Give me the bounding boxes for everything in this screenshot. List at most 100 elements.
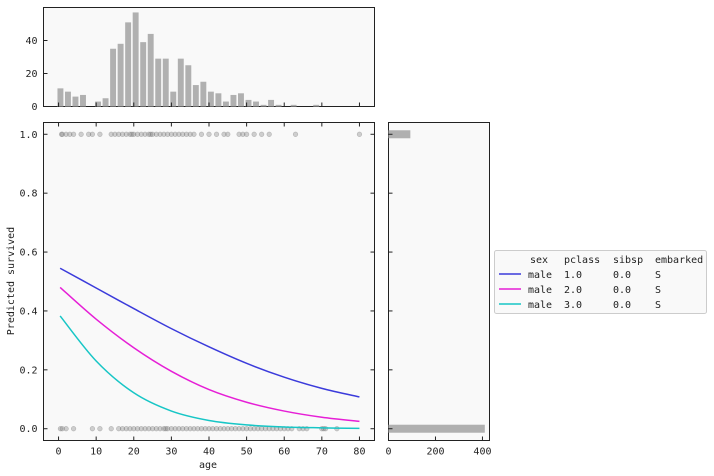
age-histogram-bar (215, 93, 222, 107)
x-tick-label: 10 (90, 447, 102, 458)
not-survived-point (172, 426, 178, 432)
right-x-tick-label: 0 (385, 447, 391, 458)
age-histogram-bar (222, 101, 229, 107)
x-tick-label: 60 (278, 447, 290, 458)
not-survived-point (195, 426, 201, 432)
age-histogram-bar (192, 85, 199, 107)
legend-row-3-embarked: S (655, 300, 661, 311)
not-survived-point (240, 426, 246, 432)
x-tick-label: 20 (128, 447, 140, 458)
age-histogram-bar (95, 101, 102, 107)
right-histogram: 0 200 400 (385, 122, 491, 458)
survived-point (149, 131, 156, 137)
legend-row-3-sibsp: 0.0 (613, 300, 631, 311)
main-y-ticks: 0.0 0.2 0.4 0.6 0.8 1.0 (19, 130, 375, 435)
survived-point (266, 131, 272, 137)
survived-point (244, 131, 250, 137)
survived-point (236, 131, 242, 137)
survived-point (168, 131, 174, 137)
survived-histogram-bar (388, 424, 485, 433)
age-histogram-bar (102, 98, 109, 107)
age-histogram-bar (238, 93, 244, 107)
not-survived-point (202, 426, 208, 432)
survived-point (206, 131, 212, 137)
survived-point (119, 131, 126, 137)
survived-point (180, 131, 186, 137)
age-histogram-bar (72, 96, 79, 107)
survived-point (127, 131, 133, 137)
survived-point (157, 131, 163, 137)
y-tick-label: 0.6 (19, 248, 37, 259)
not-survived-point (228, 426, 235, 432)
x-tick-label: 40 (203, 447, 215, 458)
age-histogram-bar (162, 58, 169, 107)
top-histogram-bars (57, 12, 320, 107)
legend-box (494, 250, 707, 314)
survived-point (59, 131, 65, 137)
not-survived-point (97, 426, 103, 432)
survived-point (183, 131, 190, 137)
legend-header-pclass: pclass (564, 255, 600, 266)
not-survived-point (89, 426, 95, 432)
survived-point (356, 131, 363, 137)
age-histogram-bar (125, 22, 132, 107)
survived-point (198, 131, 205, 137)
not-survived-point (323, 426, 329, 432)
survived-point (153, 131, 159, 137)
legend-row-1-sibsp: 0.0 (613, 270, 631, 281)
age-histogram-bar (155, 58, 162, 107)
not-survived-point (108, 426, 114, 432)
not-survived-point (213, 426, 220, 432)
survived-point (213, 131, 220, 137)
survived-point (86, 131, 92, 137)
not-survived-point (244, 426, 250, 432)
not-survived-point (134, 426, 141, 432)
x-tick-label: 0 (56, 447, 62, 458)
not-survived-point (163, 426, 169, 432)
age-histogram-bar (117, 43, 124, 107)
legend-row-1-sex: male (528, 270, 552, 281)
survived-point (116, 131, 122, 137)
not-survived-point (146, 426, 152, 432)
survived-point (63, 131, 69, 137)
main-plot-background (43, 122, 375, 441)
right-histogram-bars (388, 130, 485, 433)
legend: sex pclass sibsp embarked male 1.0 0.0 S… (494, 250, 707, 314)
survived-point (259, 131, 265, 137)
top-y-tick-label: 20 (25, 69, 37, 80)
legend-row-1-embarked: S (655, 270, 661, 281)
not-survived-point (206, 426, 212, 432)
not-survived-point (180, 426, 186, 432)
survived-point (165, 131, 171, 137)
survived-point (138, 131, 144, 137)
y-tick-label: 0.8 (19, 189, 37, 200)
age-histogram-bar (57, 88, 64, 107)
not-survived-point (116, 426, 122, 432)
survived-point (251, 131, 257, 137)
not-survived-point (161, 426, 167, 432)
survived-histogram-bar (388, 130, 411, 139)
not-survived-point (153, 426, 159, 432)
x-tick-label: 70 (316, 447, 328, 458)
survived-point (58, 131, 65, 137)
age-histogram-bar (140, 42, 147, 107)
not-survived-point (138, 426, 144, 432)
survived-point (187, 131, 193, 137)
prediction-line-class-2 (59, 286, 360, 423)
not-survived-point (236, 426, 242, 432)
not-survived-point (198, 426, 205, 432)
survived-point (131, 131, 137, 137)
survived-point (161, 131, 167, 137)
survived-point (221, 131, 227, 137)
not-survived-point (119, 426, 126, 432)
legend-row-3-sex: male (528, 300, 552, 311)
age-histogram-bar (313, 104, 320, 107)
survived-point (97, 131, 103, 137)
x-axis-label: age (199, 460, 217, 471)
not-survived-point (168, 426, 174, 432)
age-histogram-bar (177, 58, 184, 107)
y-axis-label: Predicted survived (6, 227, 17, 335)
survived-point (191, 131, 197, 137)
right-histogram-background (388, 122, 490, 441)
